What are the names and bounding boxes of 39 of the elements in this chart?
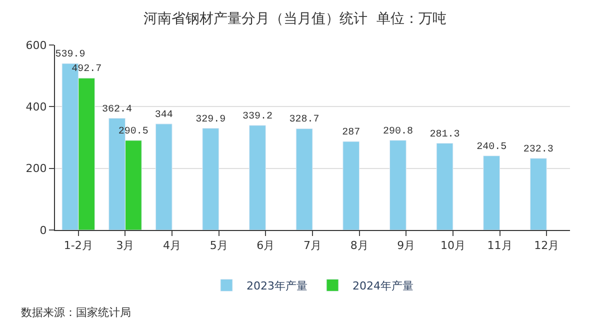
data-label: 232.3: [523, 144, 554, 156]
y-tick-label: 0: [40, 224, 47, 237]
bar: [202, 128, 220, 230]
legend-label: 2023年产量: [246, 279, 308, 292]
data-label: 329.9: [196, 114, 226, 126]
source-note: 数据来源：国家统计局: [21, 306, 131, 319]
bar: [530, 158, 547, 230]
x-tick-label: 10月: [440, 239, 466, 252]
bar: [155, 124, 172, 230]
x-tick-label: 7月: [304, 239, 322, 252]
bar: [390, 140, 406, 230]
bar: [249, 125, 266, 230]
data-label: 362.4: [102, 104, 132, 116]
y-tick-label: 200: [26, 162, 47, 176]
data-label: 290.8: [382, 126, 413, 138]
data-label: 328.7: [289, 114, 320, 126]
data-label: 539.9: [55, 50, 86, 61]
x-tick-label: 5月: [210, 239, 228, 252]
x-tick-label: 6月: [256, 239, 275, 252]
bar: [483, 156, 500, 230]
x-tick-label: 1-2月: [64, 239, 93, 252]
data-label: 287: [342, 128, 360, 139]
x-tick-label: 8月: [350, 239, 368, 252]
y-tick-label: 600: [26, 38, 47, 52]
data-label: 281.3: [430, 129, 460, 140]
bar: [342, 141, 360, 230]
data-label: 339.2: [242, 111, 272, 122]
bar: [436, 143, 454, 230]
data-label: 240.5: [476, 142, 507, 153]
x-tick-label: 9月: [397, 239, 416, 252]
y-tick-label: 400: [26, 100, 47, 114]
x-tick-label: 11月: [487, 239, 512, 252]
data-label: 344: [154, 110, 173, 121]
x-tick-label: 3月: [116, 239, 134, 252]
bar: [296, 128, 313, 230]
legend-label: 2024年产量: [352, 279, 414, 292]
x-tick-label: 4月: [163, 239, 182, 252]
x-tick-label: 12月: [534, 239, 560, 252]
chart-title: 河南省钢材产量分月（当月值）统计 单位：万吨: [144, 11, 446, 27]
